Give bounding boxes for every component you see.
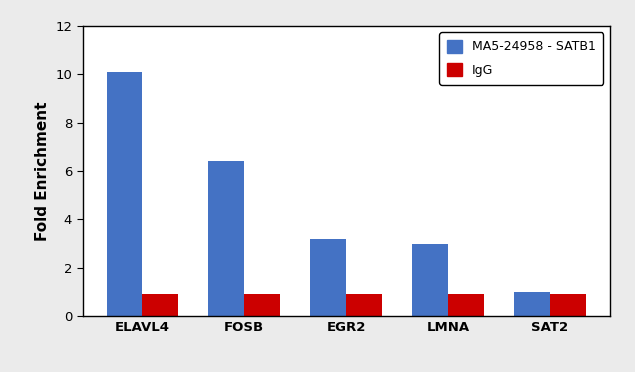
Y-axis label: Fold Enrichment: Fold Enrichment xyxy=(34,101,50,241)
Bar xyxy=(550,295,585,316)
Bar xyxy=(208,161,244,316)
Bar xyxy=(412,244,448,316)
Legend: MA5-24958 - SATB1, IgG: MA5-24958 - SATB1, IgG xyxy=(439,32,603,84)
Bar xyxy=(346,295,382,316)
Bar xyxy=(514,292,550,316)
Bar xyxy=(244,295,280,316)
Bar xyxy=(142,295,178,316)
Bar xyxy=(107,72,142,316)
Bar xyxy=(311,239,346,316)
Bar xyxy=(448,295,484,316)
